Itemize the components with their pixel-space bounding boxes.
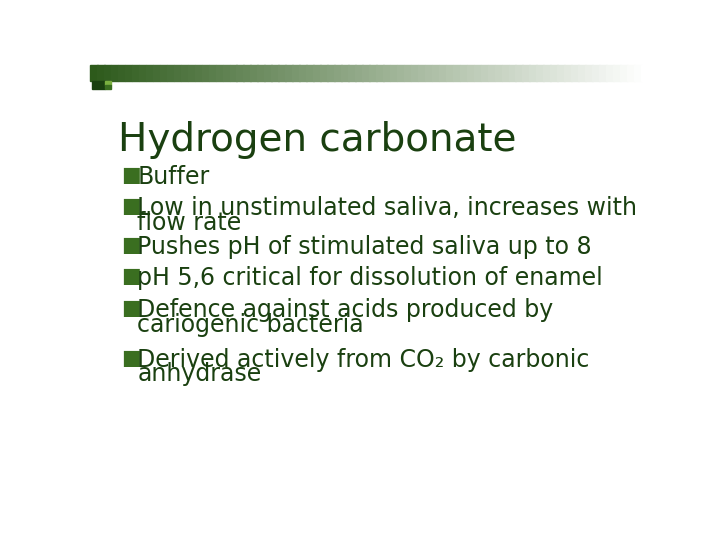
Bar [174,65,181,80]
Bar [383,65,390,80]
Text: Buffer: Buffer [138,165,210,188]
Bar [502,65,509,80]
Bar [279,65,286,80]
Bar [145,65,153,80]
Bar [432,65,439,80]
Bar [104,80,111,85]
Bar [585,65,593,80]
Bar [341,65,348,80]
Bar [550,65,558,80]
Bar [634,65,642,80]
Bar [194,65,202,80]
Bar [355,65,363,80]
Bar [425,65,432,80]
Bar [606,65,613,80]
Text: ■: ■ [121,165,140,185]
Text: ■: ■ [121,235,140,255]
Text: flow rate: flow rate [138,211,242,235]
Bar [529,65,537,80]
Bar [467,65,474,80]
Bar [209,65,216,80]
Bar [411,65,418,80]
Bar [313,65,320,80]
Text: anhydrase: anhydrase [138,362,261,387]
Bar [544,65,551,80]
Text: ■: ■ [121,298,140,318]
Bar [327,65,335,80]
Bar [251,65,258,80]
Bar [97,65,104,80]
Bar [230,65,237,80]
Bar [390,65,397,80]
Bar [495,65,502,80]
Bar [523,65,530,80]
Bar [222,65,230,80]
Text: ■: ■ [121,196,140,216]
Bar [334,65,342,80]
Bar [139,65,146,80]
Bar [111,65,119,80]
Bar [397,65,405,80]
Bar [593,65,600,80]
Bar [459,65,467,80]
Bar [320,65,328,80]
Text: Low in unstimulated saliva, increases with: Low in unstimulated saliva, increases wi… [138,196,637,220]
Bar [376,65,384,80]
Bar [300,65,307,80]
Bar [160,65,167,80]
Text: pH 5,6 critical for dissolution of enamel: pH 5,6 critical for dissolution of ename… [138,266,603,291]
Bar [613,65,621,80]
Bar [418,65,426,80]
Bar [487,65,495,80]
Bar [536,65,544,80]
Bar [271,65,279,80]
Bar [599,65,607,80]
Bar [446,65,454,80]
Bar [91,80,104,89]
Bar [474,65,481,80]
Bar [453,65,460,80]
Bar [557,65,565,80]
Bar [571,65,579,80]
Bar [236,65,244,80]
Bar [285,65,293,80]
Bar [188,65,195,80]
Bar [641,65,649,80]
Bar [481,65,488,80]
Text: Pushes pH of stimulated saliva up to 8: Pushes pH of stimulated saliva up to 8 [138,235,592,259]
Bar [181,65,188,80]
Bar [243,65,251,80]
Bar [90,65,97,80]
Text: cariogenic bacteria: cariogenic bacteria [138,313,364,336]
Bar [306,65,314,80]
Bar [362,65,369,80]
Bar [104,65,112,80]
Bar [104,85,111,89]
Bar [508,65,516,80]
Bar [627,65,634,80]
Bar [118,65,125,80]
Bar [564,65,572,80]
Text: ■: ■ [121,266,140,286]
Bar [167,65,174,80]
Text: Defence against acids produced by: Defence against acids produced by [138,298,554,322]
Text: Derived actively from CO₂ by carbonic: Derived actively from CO₂ by carbonic [138,348,590,372]
Bar [578,65,586,80]
Bar [215,65,223,80]
Bar [202,65,209,80]
Bar [292,65,300,80]
Bar [348,65,356,80]
Bar [264,65,272,80]
Bar [438,65,446,80]
Bar [620,65,628,80]
Text: Hydrogen carbonate: Hydrogen carbonate [118,121,516,159]
Bar [258,65,265,80]
Bar [516,65,523,80]
Bar [132,65,140,80]
Text: ■: ■ [121,348,140,368]
Bar [125,65,132,80]
Bar [369,65,377,80]
Bar [404,65,411,80]
Bar [153,65,161,80]
